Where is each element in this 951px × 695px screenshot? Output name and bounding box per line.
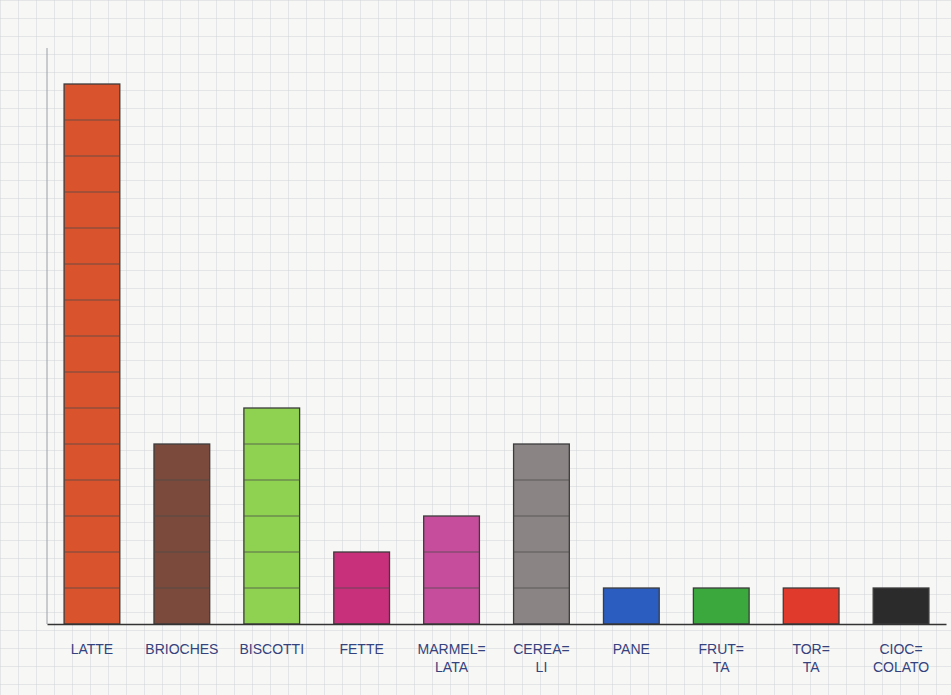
bar-segment: [64, 191, 120, 192]
x-tick-label: MARMEL=LATA: [418, 641, 486, 675]
bar-segment: [64, 587, 120, 588]
bar-segment: [64, 335, 120, 336]
bar-segment: [514, 587, 570, 588]
x-tick: BRIOCHES: [145, 641, 218, 657]
x-tick-label: BISCOTTI: [239, 641, 304, 657]
x-tick: FETTE: [339, 641, 383, 657]
x-tick-label: TOR=TA: [792, 641, 829, 675]
bar-segment: [64, 299, 120, 300]
bar-segment: [64, 443, 120, 444]
x-tick-label: FETTE: [339, 641, 383, 657]
x-tick-label: PANE: [613, 641, 650, 657]
paper-background: [0, 0, 951, 695]
bar: [424, 516, 480, 624]
x-tick: MARMEL=LATA: [418, 641, 486, 675]
bar-segment: [424, 587, 480, 588]
bar: [244, 408, 300, 624]
bar-segment: [64, 479, 120, 480]
bar-segment: [244, 551, 300, 552]
plot-area: LATTE BRIOCHES BISCOTTI FETTE MARMEL=LATA CER…: [47, 48, 947, 675]
bar: [603, 588, 659, 624]
x-tick: BISCOTTI: [239, 641, 304, 657]
x-tick-label: LATTE: [71, 641, 114, 657]
bar-segment: [154, 479, 210, 480]
bar-segment: [64, 515, 120, 516]
x-tick-label: BRIOCHES: [145, 641, 218, 657]
bar: [334, 552, 390, 624]
bar-segment: [154, 551, 210, 552]
x-axis: LATTE BRIOCHES BISCOTTI FETTE MARMEL=LATA CER…: [48, 625, 947, 676]
bar-segment: [154, 515, 210, 516]
bar-segment: [514, 515, 570, 516]
bar: [693, 588, 749, 624]
x-tick-label: CEREA=LI: [513, 641, 569, 675]
bar: [873, 588, 929, 624]
x-axis-line: [48, 624, 947, 626]
bar-segment: [64, 263, 120, 264]
x-tick-label: FRUT=TA: [699, 641, 745, 675]
bar-segment: [154, 587, 210, 588]
chart-svg: LATTE BRIOCHES BISCOTTI FETTE MARMEL=LATA CER…: [0, 0, 951, 695]
bar: [514, 444, 570, 624]
bar-segment: [244, 443, 300, 444]
x-tick: LATTE: [71, 641, 114, 657]
bar-segment: [64, 227, 120, 228]
bar: [64, 84, 120, 624]
bar-segment: [64, 551, 120, 552]
bar: [154, 444, 210, 624]
bar-segment: [514, 479, 570, 480]
bar-segment: [244, 515, 300, 516]
bar-segment: [244, 479, 300, 480]
bar-segment: [64, 119, 120, 120]
bar-segment: [514, 551, 570, 552]
bars: [64, 84, 929, 624]
y-axis-line: [47, 48, 48, 624]
x-tick: CEREA=LI: [513, 641, 569, 675]
bar-segment: [64, 371, 120, 372]
bar-segment: [334, 587, 390, 588]
bar: [783, 588, 839, 624]
x-tick-label: CIOC=COLATO: [873, 641, 929, 675]
x-tick: TOR=TA: [792, 641, 829, 675]
x-tick: CIOC=COLATO: [873, 641, 929, 675]
bar-segment: [424, 551, 480, 552]
bar-segment: [244, 587, 300, 588]
x-tick: PANE: [613, 641, 650, 657]
bar-segment: [64, 155, 120, 156]
x-tick: FRUT=TA: [699, 641, 745, 675]
bar-segment: [64, 407, 120, 408]
